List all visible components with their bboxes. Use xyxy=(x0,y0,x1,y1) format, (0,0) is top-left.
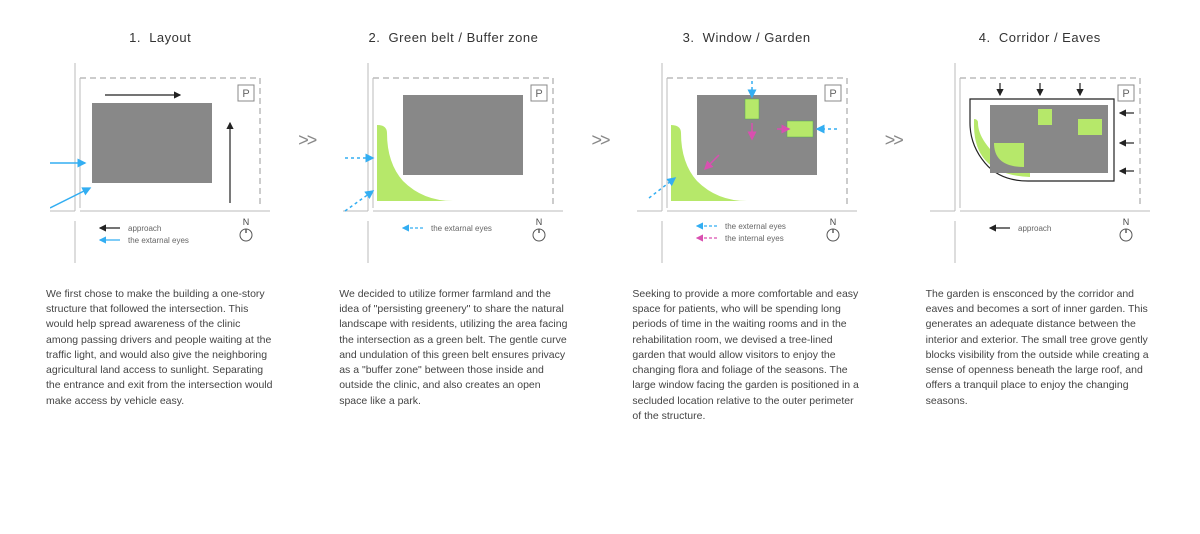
diagram-3: P the external eyes the internal eyes N xyxy=(637,63,857,263)
panel-greenbelt: 2. Green belt / Buffer zone xyxy=(333,30,573,409)
svg-text:P: P xyxy=(243,88,250,100)
svg-text:N: N xyxy=(243,217,250,227)
svg-text:P: P xyxy=(1122,88,1129,100)
svg-text:the external eyes: the external eyes xyxy=(725,222,786,231)
panel-title: 2. Green belt / Buffer zone xyxy=(333,30,573,45)
panel-title: 3. Window / Garden xyxy=(626,30,866,45)
svg-text:the extarnal eyes: the extarnal eyes xyxy=(128,236,189,245)
separator-2: >> xyxy=(586,30,615,151)
panel-title: 4. Corridor / Eaves xyxy=(920,30,1160,45)
svg-text:the extarnal eyes: the extarnal eyes xyxy=(431,224,492,233)
svg-text:N: N xyxy=(536,217,543,227)
svg-text:P: P xyxy=(829,88,836,100)
svg-text:N: N xyxy=(829,217,836,227)
panel-desc: The garden is ensconced by the corridor … xyxy=(920,287,1160,409)
panel-window-garden: 3. Window / Garden xyxy=(626,30,866,424)
panel-title: 1. Layout xyxy=(40,30,280,45)
svg-text:P: P xyxy=(536,88,543,100)
panel-desc: Seeking to provide a more comfortable an… xyxy=(626,287,866,424)
panel-layout: 1. Layout xyxy=(40,30,280,409)
diagram-1: P approach the extarnal eyes N xyxy=(50,63,270,263)
diagram-4: P approach N xyxy=(930,63,1150,263)
diagram-row: 1. Layout xyxy=(0,0,1200,424)
svg-text:approach: approach xyxy=(128,224,161,233)
separator-3: >> xyxy=(879,30,908,151)
svg-text:the internal eyes: the internal eyes xyxy=(725,234,784,243)
panel-corridor-eaves: 4. Corridor / Eaves xyxy=(920,30,1160,409)
svg-text:N: N xyxy=(1123,217,1130,227)
panel-desc: We first chose to make the building a on… xyxy=(40,287,280,409)
svg-text:approach: approach xyxy=(1018,224,1051,233)
diagram-2: P the extarnal eyes N xyxy=(343,63,563,263)
panel-desc: We decided to utilize former farmland an… xyxy=(333,287,573,409)
separator-1: >> xyxy=(292,30,321,151)
